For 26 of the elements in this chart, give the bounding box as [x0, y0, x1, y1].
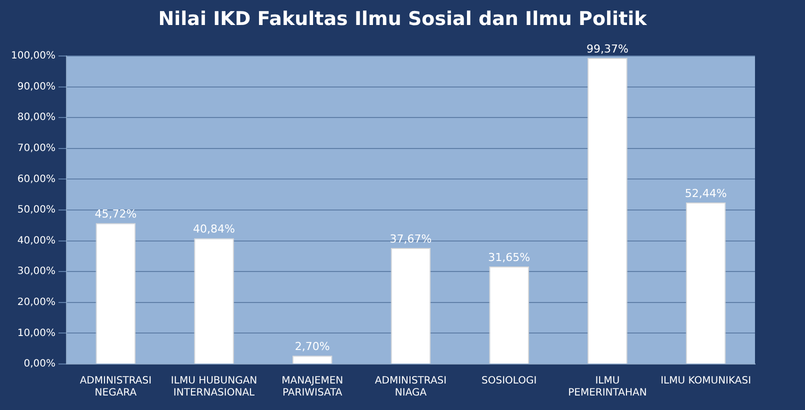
data-label: 37,67% — [390, 232, 432, 246]
data-label: 2,70% — [294, 340, 330, 354]
y-tick-label: 60,00% — [17, 174, 56, 185]
y-tick-label: 40,00% — [17, 235, 56, 246]
y-tick-label: 90,00% — [17, 81, 56, 92]
x-tick-label: MANAJEMEN PARIWISATA — [282, 376, 344, 399]
data-label: 40,84% — [193, 222, 236, 236]
x-tick-label: ILMU PEMERINTAHAN — [568, 376, 647, 399]
data-label: 31,65% — [488, 250, 530, 264]
y-tick-label: 50,00% — [17, 204, 56, 216]
x-tick-label: ILMU KOMUNIKASI — [660, 376, 752, 387]
y-tick-label: 20,00% — [17, 296, 56, 308]
data-label: 45,72% — [94, 208, 137, 221]
y-tick-label: 80,00% — [17, 112, 56, 124]
x-tick-label: SOSIOLOGI — [482, 376, 537, 387]
data-label: 52,44% — [684, 186, 727, 200]
data-label: 99,37% — [586, 42, 628, 56]
x-tick-label: ADMINISTRASI NIAGA — [374, 376, 447, 399]
y-tick-label: 0,00% — [24, 358, 56, 370]
y-tick-label: 70,00% — [17, 142, 56, 154]
x-tick-label: ILMU HUBUNGAN INTERNASIONAL — [170, 376, 258, 399]
chart-title: Nilai IKD Fakultas Ilmu Sosial dan Ilmu Politik — [157, 7, 648, 32]
y-tick-label: 10,00% — [17, 328, 56, 339]
x-tick-label: ADMINISTRASI NEGARA — [80, 376, 152, 399]
y-tick-label: 100,00% — [10, 50, 56, 62]
y-tick-label: 30,00% — [17, 266, 56, 278]
